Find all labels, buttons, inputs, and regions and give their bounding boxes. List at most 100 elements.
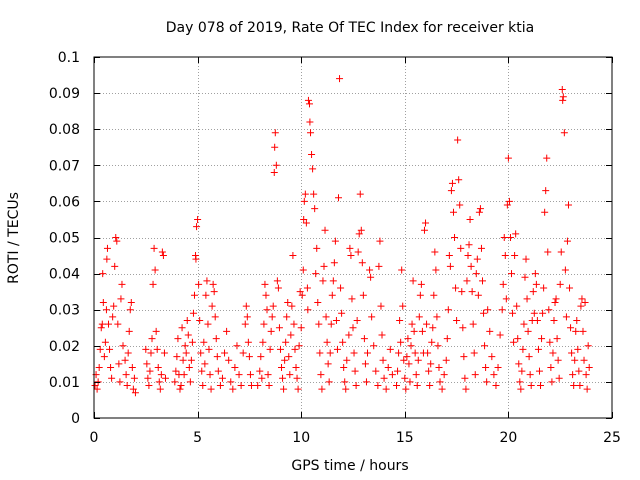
data-point <box>504 154 512 162</box>
data-point <box>200 338 208 346</box>
data-point <box>519 345 527 353</box>
data-point <box>214 367 222 375</box>
data-point <box>94 378 102 386</box>
data-point <box>408 320 416 328</box>
data-point <box>338 309 346 317</box>
x-tick-label: 5 <box>193 430 202 446</box>
data-point <box>525 353 533 361</box>
data-point <box>110 302 118 310</box>
data-point <box>432 266 440 274</box>
data-point <box>446 262 454 270</box>
data-point <box>488 353 496 361</box>
data-point <box>452 284 460 292</box>
data-point <box>276 345 284 353</box>
data-point <box>345 331 353 339</box>
data-point <box>259 338 267 346</box>
data-point <box>312 270 320 278</box>
data-point <box>394 367 402 375</box>
y-tick-label: 0.02 <box>49 339 80 355</box>
data-point <box>348 295 356 303</box>
data-point <box>127 298 135 306</box>
data-point <box>399 302 407 310</box>
data-point <box>376 237 384 245</box>
data-point <box>499 280 507 288</box>
data-point <box>317 371 325 379</box>
data-point <box>156 385 164 393</box>
data-point <box>287 331 295 339</box>
data-point <box>398 266 406 274</box>
data-point <box>131 389 139 397</box>
data-point <box>177 382 185 390</box>
data-point <box>560 129 568 137</box>
data-point <box>308 150 316 158</box>
data-point <box>490 371 498 379</box>
data-point <box>414 356 422 364</box>
data-point <box>522 255 530 263</box>
data-point <box>319 277 327 285</box>
data-point <box>212 335 220 343</box>
data-point <box>196 317 204 325</box>
data-point <box>237 382 245 390</box>
data-point <box>500 234 508 241</box>
data-point <box>306 118 314 126</box>
data-point <box>534 345 542 353</box>
data-point <box>533 317 541 325</box>
data-point <box>354 248 362 256</box>
data-point <box>542 187 550 195</box>
data-point <box>147 349 155 357</box>
data-point <box>413 382 421 390</box>
data-point <box>333 345 341 353</box>
data-point <box>443 335 451 343</box>
data-point <box>103 255 111 263</box>
data-point <box>327 320 335 328</box>
data-point <box>100 353 108 361</box>
x-tick-label: 15 <box>396 430 414 446</box>
data-point <box>477 244 485 252</box>
data-point <box>153 345 161 353</box>
data-point <box>351 367 359 375</box>
data-point <box>103 244 111 252</box>
data-point <box>484 306 492 314</box>
data-point <box>268 313 276 321</box>
plot-frame <box>93 56 613 419</box>
data-point <box>188 338 196 346</box>
data-point <box>350 349 358 357</box>
data-point <box>423 320 431 328</box>
data-point <box>316 349 324 357</box>
data-point <box>322 313 330 321</box>
data-point <box>271 129 279 137</box>
data-point <box>184 331 192 339</box>
data-point <box>429 324 437 332</box>
data-point <box>124 349 132 357</box>
data-point <box>426 382 434 390</box>
data-point <box>91 382 99 390</box>
data-point <box>567 324 575 332</box>
data-point <box>552 295 560 303</box>
x-tick-label: 25 <box>603 430 621 446</box>
data-point <box>512 230 520 238</box>
data-point <box>412 371 420 379</box>
data-point <box>465 241 473 249</box>
data-point <box>290 320 298 328</box>
data-point <box>181 342 189 350</box>
data-point <box>410 327 418 335</box>
data-point <box>117 295 125 303</box>
data-point <box>352 382 360 390</box>
data-point <box>146 367 154 375</box>
data-point <box>302 219 310 227</box>
data-point <box>483 378 491 386</box>
data-point <box>397 338 405 346</box>
data-point <box>275 324 283 332</box>
data-point <box>543 154 551 162</box>
data-point <box>555 374 563 382</box>
data-point <box>213 353 221 361</box>
data-point <box>576 382 584 390</box>
data-point <box>339 338 347 346</box>
data-point <box>460 353 468 361</box>
data-point <box>382 385 390 393</box>
data-point <box>304 96 312 104</box>
data-point <box>208 302 216 310</box>
data-point <box>511 252 519 260</box>
data-point <box>473 255 481 263</box>
data-point <box>278 363 286 371</box>
